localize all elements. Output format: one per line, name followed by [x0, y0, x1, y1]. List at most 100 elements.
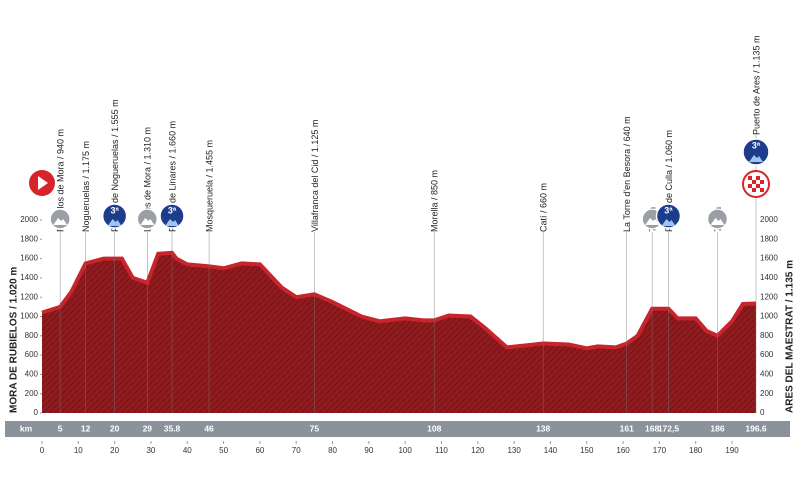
waypoint-label: Linares de Mora / 1.310 m — [143, 127, 153, 232]
y-tick-label: 600 — [25, 350, 39, 359]
x-tick-label: 30 — [146, 446, 155, 455]
mountain-icon — [53, 218, 68, 225]
km-unit: km — [20, 423, 33, 433]
y-tick-label-right: 1800 — [760, 234, 778, 243]
x-tick-label: 10 — [74, 446, 83, 455]
waypoint-label: Mosqueruela / 1.455 m — [204, 140, 214, 232]
x-tick-label: 110 — [435, 446, 448, 455]
start-arrow — [38, 176, 48, 190]
km-marker: 35.8 — [164, 423, 181, 433]
climb-category: 3ª — [752, 140, 761, 150]
climb-category: 3ª — [168, 205, 177, 215]
y-tick-label-right: 1200 — [760, 292, 778, 301]
y-tick-label: 1200 — [20, 292, 38, 301]
km-marker: 196.6 — [745, 423, 767, 433]
icon-circle — [159, 203, 185, 229]
x-tick-label: 160 — [616, 446, 630, 455]
finish-check — [752, 180, 756, 184]
waypoint-label: La Torre d'en Besora / 640 m — [622, 116, 632, 232]
mountain-icon — [661, 219, 676, 226]
elevation-area — [42, 252, 756, 413]
waypoint-label: Catí / 660 m — [539, 183, 549, 232]
waypoint-label: Puerto de Ares / 1.135 m — [751, 35, 761, 135]
km-strip — [5, 421, 790, 437]
x-tick-label: 150 — [580, 446, 594, 455]
y-tick-label-right: 0 — [760, 408, 765, 417]
town-icon — [136, 208, 159, 230]
km-marker: 5 — [58, 423, 63, 433]
waypoint-label: Puerto de Nogueruelas / 1.555 m — [110, 99, 120, 232]
town-icon — [706, 208, 729, 230]
y-tick-label: 1000 — [20, 312, 38, 321]
x-tick-label: 50 — [219, 446, 228, 455]
y-tick-label: 0 — [34, 408, 39, 417]
y-tick-label: 1600 — [20, 254, 38, 263]
x-tick-label: 0 — [40, 446, 45, 455]
mountain-icon — [645, 218, 660, 225]
x-tick-label: 80 — [328, 446, 337, 455]
km-marker: 138 — [536, 423, 550, 433]
x-tick-label: 190 — [725, 446, 739, 455]
x-tick-label: 20 — [110, 446, 119, 455]
x-tick-label: 90 — [364, 446, 373, 455]
km-marker: 168 — [645, 423, 659, 433]
mountain-icon — [710, 218, 725, 225]
y-tick-label: 200 — [25, 389, 39, 398]
icon-circle — [136, 208, 159, 230]
x-tick-label: 70 — [292, 446, 301, 455]
mountain-icon — [107, 219, 122, 226]
waypoint-label: Nogueruelas / 1.175 m — [81, 141, 91, 232]
mountain-icon — [165, 219, 180, 226]
finish-check — [756, 184, 760, 188]
finish-check — [748, 176, 752, 180]
start-label: MORA DE RUBIELOS / 1.020 m — [9, 267, 20, 413]
finish-check — [748, 184, 752, 188]
icon-circle — [101, 203, 128, 229]
x-tick-label: 60 — [255, 446, 264, 455]
icon-circle — [49, 208, 71, 230]
y-tick-label-right: 2000 — [760, 215, 778, 224]
finish-check — [760, 188, 764, 192]
x-tick-label: 140 — [544, 446, 558, 455]
y-tick-label: 1400 — [20, 273, 38, 282]
y-tick-label-right: 800 — [760, 331, 774, 340]
elevation-edge — [41, 250, 757, 351]
y-tick-label-right: 600 — [760, 350, 774, 359]
finish-label: ARES DEL MAESTRAT / 1.135 m — [785, 260, 796, 413]
km-marker: 108 — [427, 423, 441, 433]
x-tick-label: 100 — [398, 446, 412, 455]
km-marker: 172,5 — [658, 423, 680, 433]
waypoint-label: Puerto de Culla / 1.060 m — [664, 130, 674, 232]
climb-icon: 3ª — [655, 203, 682, 229]
y-tick-label-right: 400 — [760, 370, 774, 379]
y-tick-label: 1800 — [20, 234, 38, 243]
km-marker: 161 — [620, 423, 634, 433]
icon-circle — [742, 138, 770, 166]
km-marker: 20 — [110, 423, 120, 433]
y-tick-label-right: 1400 — [760, 273, 778, 282]
km-marker: 29 — [143, 423, 153, 433]
x-tick-label: 40 — [183, 446, 192, 455]
climb-icon: 3ª — [159, 203, 185, 229]
finish-check — [752, 188, 756, 192]
start-icon — [29, 170, 55, 196]
y-tick-label: 800 — [25, 331, 39, 340]
icon-circle — [655, 203, 682, 229]
km-marker: 46 — [204, 423, 214, 433]
y-tick-label-right: 200 — [760, 389, 774, 398]
climb-icon: 3ª — [101, 203, 128, 229]
y-tick-label: 400 — [25, 370, 39, 379]
x-tick-label: 120 — [471, 446, 485, 455]
x-tick-label: 130 — [507, 446, 521, 455]
x-tick-label: 170 — [653, 446, 667, 455]
waypoint-label: Morella / 850 m — [430, 170, 440, 232]
km-marker: 186 — [710, 423, 724, 433]
town-icon — [49, 208, 71, 230]
km-marker: 75 — [310, 423, 320, 433]
finish-icon: 3ª — [742, 138, 770, 198]
y-tick-label: 2000 — [20, 215, 38, 224]
y-tick-label-right: 1600 — [760, 254, 778, 263]
mountain-icon — [140, 218, 155, 225]
